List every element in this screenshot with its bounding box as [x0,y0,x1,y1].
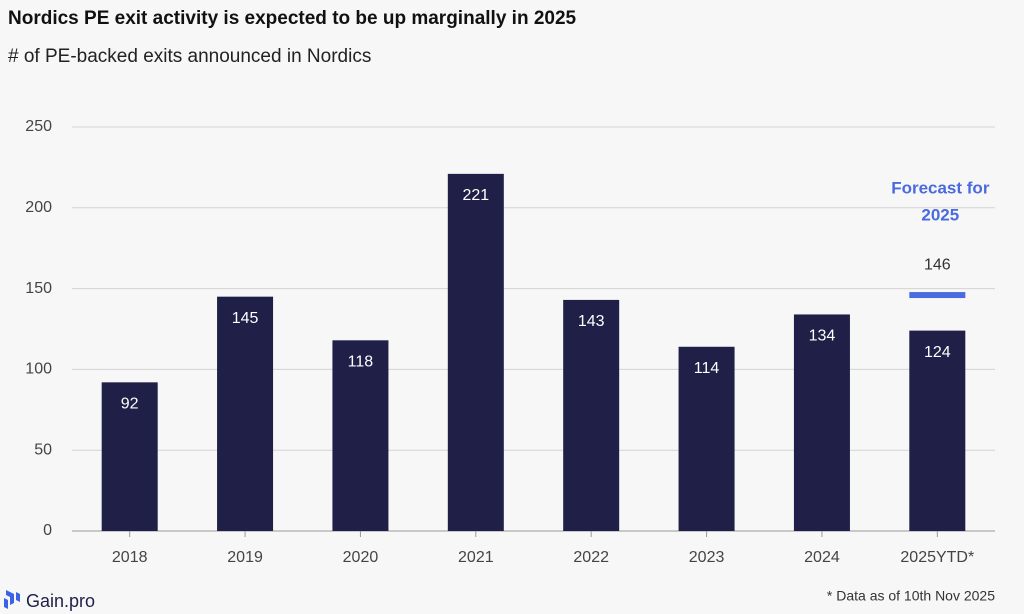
bar [678,346,735,531]
x-tick-label: 2022 [573,549,609,566]
value-label: 114 [694,360,720,377]
y-tick-label: 50 [34,441,52,458]
y-tick-label: 250 [25,118,52,135]
brand-logo: Gain.pro [4,590,95,611]
forecast-value-label: 146 [924,256,951,273]
y-tick-label: 100 [25,361,52,378]
x-tick-label: 2024 [804,549,840,566]
value-label: 124 [924,344,951,361]
forecast-annotation: Forecast for [891,178,990,197]
chart-title: Nordics PE exit activity is expected to … [8,8,577,29]
chart-subtitle: # of PE-backed exits announced in Nordic… [8,46,371,67]
logo-icon [4,590,20,609]
x-tick-label: 2025YTD* [900,549,974,566]
bar [101,382,158,531]
forecast-annotation: 2025 [921,205,959,224]
bar [909,330,966,531]
bar [563,299,620,531]
x-tick-label: 2019 [227,549,263,566]
forecast-marker [909,292,966,299]
brand-name: Gain.pro [26,591,95,611]
bar [332,340,389,531]
x-tick-label: 2018 [112,549,148,566]
x-tick-label: 2023 [689,549,725,566]
y-tick-label: 0 [43,522,52,539]
y-tick-label: 200 [25,199,52,216]
x-tick-label: 2020 [343,549,379,566]
value-label: 92 [121,396,139,413]
bar [217,296,274,531]
value-label: 221 [462,187,489,204]
value-label: 134 [809,328,836,345]
value-label: 145 [232,310,259,327]
y-tick-label: 150 [25,280,52,297]
footnote: * Data as of 10th Nov 2025 [827,588,995,604]
value-label: 118 [348,354,374,371]
bar [447,173,504,531]
value-label: 143 [578,313,605,330]
x-tick-label: 2021 [458,549,494,566]
bar [793,314,850,531]
